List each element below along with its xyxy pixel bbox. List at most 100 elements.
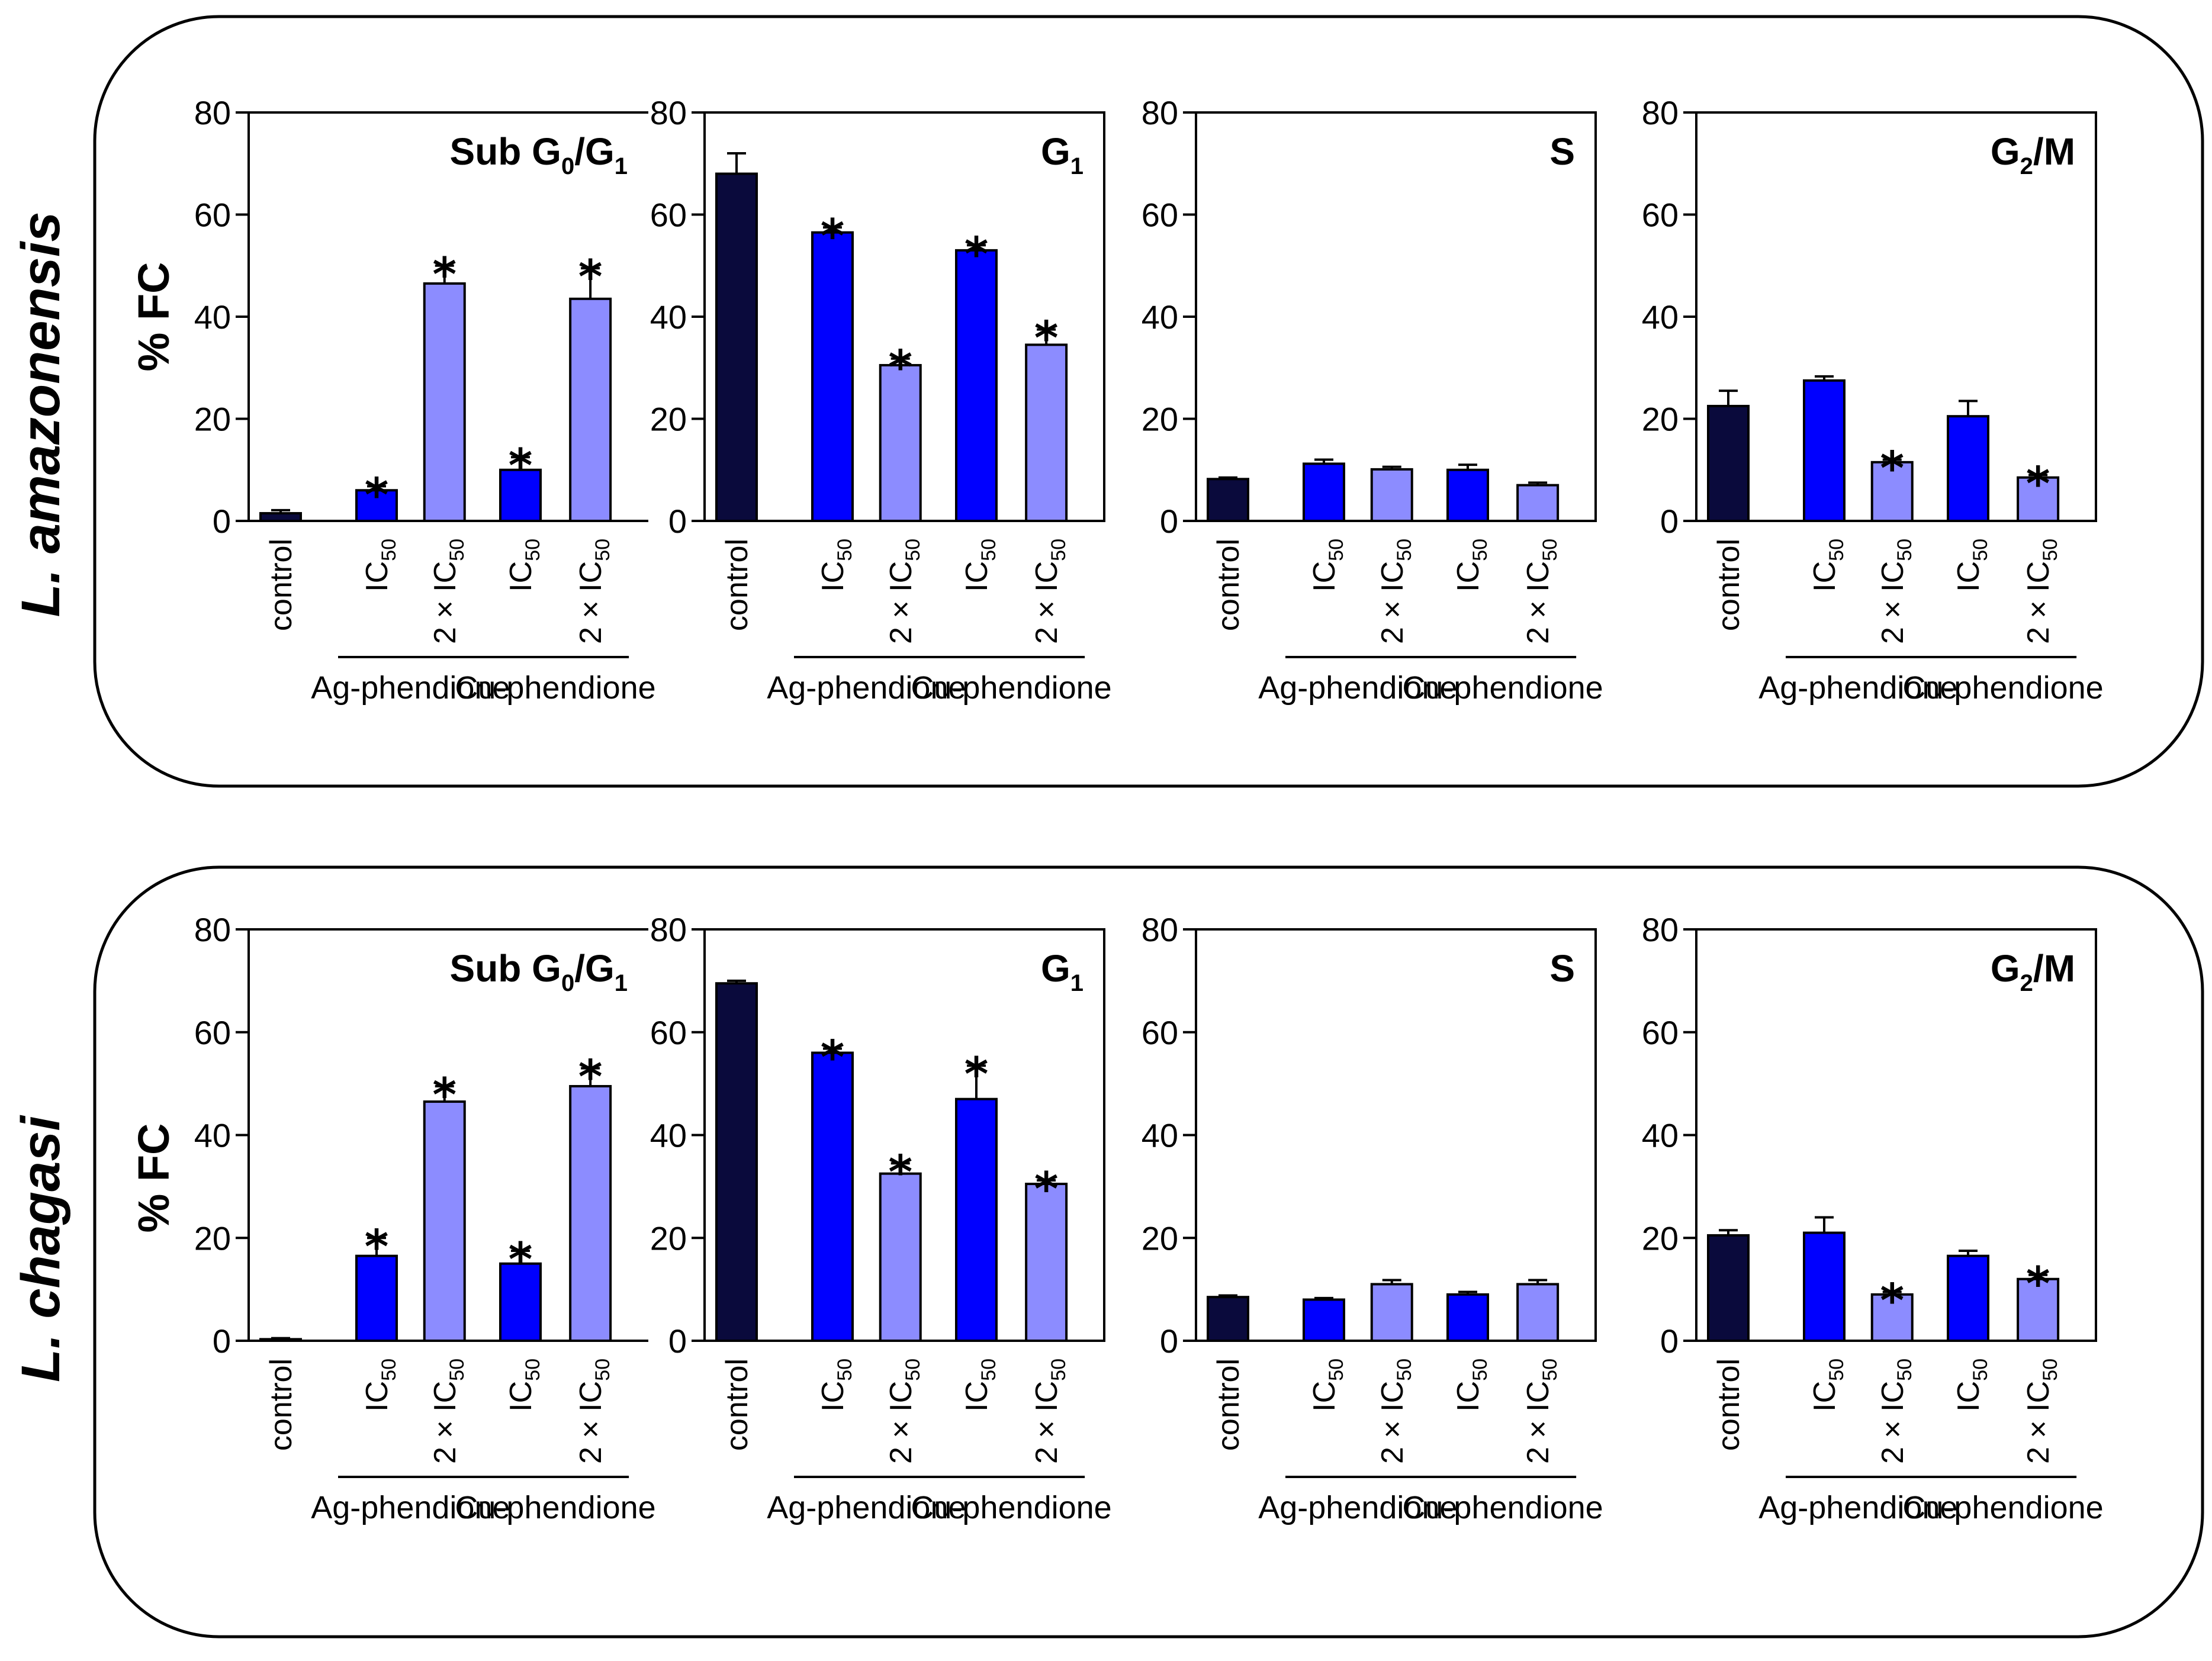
category-subscript: 50 (1893, 1359, 1916, 1381)
category-label: 2 × IC50 (1030, 1359, 1070, 1464)
panel-title-main: /M (2033, 947, 2075, 990)
category-label: 2 × IC50 (1375, 539, 1416, 644)
category-main: control (720, 1359, 754, 1451)
y-tick-label: 80 (1142, 94, 1178, 131)
category-subscript: 50 (2039, 1359, 2062, 1381)
y-tick-label: 20 (1642, 1219, 1679, 1257)
significance-star: * (509, 440, 533, 493)
row-frame-chagasi (93, 865, 2204, 1639)
panel-title-subscript: 1 (1070, 970, 1084, 996)
y-tick-label: 20 (650, 401, 687, 438)
category-subscript: 50 (378, 539, 400, 561)
group-label: Ag-phendione (767, 1490, 966, 1525)
panel-title-subscript: 1 (1070, 153, 1084, 179)
bar (1803, 1231, 1846, 1342)
category-subscript: 50 (1325, 539, 1348, 561)
y-tick-label: 20 (194, 401, 231, 438)
category-main: 2 × IC (1375, 561, 1410, 644)
significance-star: * (888, 342, 912, 395)
panel-title: S (1549, 130, 1575, 173)
y-tick-label: 20 (1142, 401, 1178, 438)
species-label-amazonensis: L. amazonensis (11, 211, 71, 617)
panel-title-main: /M (2033, 130, 2075, 173)
category-main: control (1712, 539, 1746, 631)
y-tick-label: 80 (194, 94, 231, 131)
category-label: IC50 (816, 539, 856, 592)
category-main: IC (960, 561, 994, 592)
y-tick-label: 40 (1642, 298, 1679, 336)
y-tick-label: 0 (213, 503, 231, 540)
bar (879, 1172, 922, 1342)
y-tick-label: 0 (1660, 1322, 1679, 1360)
y-tick-label: 0 (1160, 1322, 1178, 1360)
panel-title-subscript: 1 (615, 970, 628, 996)
category-main: control (720, 539, 754, 631)
bar (1025, 343, 1068, 522)
panel-title-main: G (1041, 130, 1070, 173)
category-label: 2 × IC50 (1521, 539, 1561, 644)
category-label: control (1211, 539, 1246, 631)
category-main: IC (1808, 561, 1842, 592)
category-label: IC50 (360, 1359, 400, 1412)
panel-title-subscript: 2 (2020, 153, 2033, 179)
bar (423, 1100, 466, 1342)
category-main: IC (816, 561, 850, 592)
category-subscript: 50 (978, 1359, 1000, 1381)
panel-title: G1 (1041, 130, 1084, 179)
significance-star: * (821, 210, 845, 263)
category-main: control (1712, 1359, 1746, 1451)
category-main: IC (1307, 561, 1342, 592)
y-tick-label: 60 (650, 197, 687, 234)
category-main: IC (816, 1381, 850, 1412)
panel-title-subscript: 0 (561, 970, 574, 996)
y-axis-label-amazonensis: % FC (129, 262, 178, 372)
significance-star: * (578, 1051, 603, 1105)
bar (955, 249, 998, 522)
category-subscript: 50 (1469, 1359, 1491, 1381)
group-label: Cu-phendione (911, 1490, 1111, 1525)
bar (1947, 1254, 1989, 1342)
bar (1947, 415, 1989, 522)
category-label: 2 × IC50 (428, 539, 468, 644)
bar (1870, 1293, 1914, 1342)
category-subscript: 50 (2039, 539, 2062, 561)
significance-star: * (964, 228, 989, 281)
category-label: 2 × IC50 (2021, 1359, 2062, 1464)
category-subscript: 50 (446, 1359, 468, 1381)
category-subscript: 50 (834, 1359, 856, 1381)
category-main: 2 × IC (1521, 1381, 1555, 1464)
category-label: IC50 (1808, 1359, 1848, 1412)
panel-title: Sub G0/G1 (450, 947, 628, 996)
group-label: Ag-phendione (767, 670, 966, 706)
category-subscript: 50 (978, 539, 1000, 561)
category-label: control (720, 539, 754, 631)
y-tick-label: 60 (1142, 1014, 1178, 1051)
category-main: 2 × IC (428, 561, 462, 644)
y-tick-label: 60 (194, 1014, 231, 1051)
category-label: 2 × IC50 (1375, 1359, 1416, 1464)
panel-title-main: Sub G (450, 947, 561, 990)
category-main: 2 × IC (2021, 561, 2056, 644)
category-label: 2 × IC50 (1030, 539, 1070, 644)
category-label: IC50 (1307, 1359, 1348, 1412)
bar (955, 1097, 998, 1342)
y-tick-label: 60 (1642, 1014, 1679, 1051)
group-label: Ag-phendione (311, 670, 510, 706)
bar (1207, 1296, 1249, 1342)
y-tick-label: 40 (194, 1117, 231, 1154)
y-axis-label-chagasi: % FC (129, 1124, 178, 1233)
category-label: control (720, 1359, 754, 1451)
category-label: IC50 (504, 1359, 544, 1412)
y-tick-label: 40 (1642, 1117, 1679, 1154)
group-label: Ag-phendione (1758, 1490, 1957, 1525)
y-tick-label: 40 (650, 298, 687, 336)
y-tick-label: 60 (1142, 197, 1178, 234)
category-label: IC50 (1451, 1359, 1491, 1412)
panel-title: G2/M (1991, 130, 2075, 179)
bar (1370, 468, 1413, 523)
category-main: IC (960, 1381, 994, 1412)
